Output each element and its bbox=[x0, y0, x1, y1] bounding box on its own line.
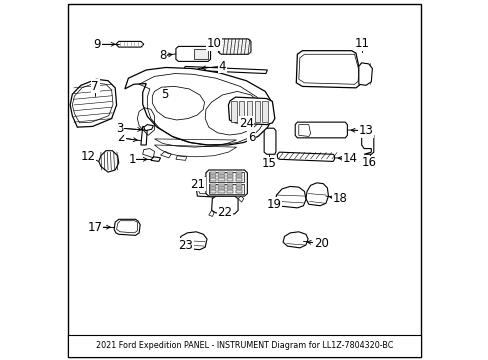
Text: 20: 20 bbox=[313, 237, 328, 250]
Bar bbox=[246, 101, 252, 122]
Polygon shape bbox=[296, 51, 361, 88]
Bar bbox=[209, 184, 216, 186]
Text: 4: 4 bbox=[218, 60, 225, 73]
Text: 2021 Ford Expedition PANEL - INSTRUMENT Diagram for LL1Z-7804320-BC: 2021 Ford Expedition PANEL - INSTRUMENT … bbox=[96, 341, 392, 350]
Bar bbox=[218, 190, 224, 193]
Ellipse shape bbox=[196, 54, 198, 57]
Polygon shape bbox=[116, 41, 143, 47]
Text: 17: 17 bbox=[87, 221, 102, 234]
Bar bbox=[209, 175, 216, 177]
Bar bbox=[209, 190, 216, 193]
Polygon shape bbox=[70, 79, 116, 127]
Bar bbox=[226, 184, 233, 186]
Polygon shape bbox=[244, 104, 255, 116]
Polygon shape bbox=[205, 170, 247, 196]
Bar bbox=[262, 101, 267, 122]
Polygon shape bbox=[228, 97, 274, 125]
Polygon shape bbox=[274, 186, 305, 208]
Bar bbox=[226, 172, 233, 174]
Text: 19: 19 bbox=[266, 198, 281, 211]
Text: 18: 18 bbox=[332, 192, 347, 205]
Text: 22: 22 bbox=[217, 206, 232, 219]
Bar bbox=[230, 101, 236, 122]
Polygon shape bbox=[238, 196, 244, 202]
Text: 8: 8 bbox=[159, 49, 166, 62]
Polygon shape bbox=[295, 122, 346, 138]
Bar bbox=[209, 178, 216, 181]
Polygon shape bbox=[179, 232, 206, 249]
Text: 24: 24 bbox=[238, 117, 253, 130]
Polygon shape bbox=[208, 210, 214, 216]
Polygon shape bbox=[283, 232, 307, 248]
Text: 5: 5 bbox=[161, 89, 168, 102]
Ellipse shape bbox=[200, 54, 203, 57]
Text: 13: 13 bbox=[358, 124, 373, 137]
Text: 1: 1 bbox=[128, 153, 136, 166]
Bar bbox=[194, 49, 207, 59]
Text: 12: 12 bbox=[81, 150, 95, 163]
Polygon shape bbox=[176, 46, 210, 62]
Bar bbox=[235, 178, 242, 181]
Text: 9: 9 bbox=[93, 38, 101, 51]
Polygon shape bbox=[114, 219, 140, 235]
Bar bbox=[208, 184, 244, 194]
Polygon shape bbox=[141, 126, 147, 145]
Text: 16: 16 bbox=[361, 156, 376, 169]
Text: 10: 10 bbox=[206, 37, 221, 50]
Polygon shape bbox=[143, 125, 153, 131]
Polygon shape bbox=[211, 196, 238, 214]
Bar bbox=[226, 187, 233, 189]
Text: 14: 14 bbox=[342, 152, 357, 165]
Polygon shape bbox=[183, 66, 267, 73]
Ellipse shape bbox=[181, 48, 193, 60]
Bar bbox=[218, 184, 224, 186]
Bar bbox=[218, 178, 224, 181]
Polygon shape bbox=[305, 183, 328, 206]
Text: 2: 2 bbox=[117, 131, 125, 144]
Polygon shape bbox=[358, 63, 372, 85]
Polygon shape bbox=[151, 157, 160, 161]
Bar bbox=[209, 187, 216, 189]
Polygon shape bbox=[196, 176, 227, 197]
Text: 11: 11 bbox=[354, 37, 369, 50]
Bar bbox=[208, 172, 244, 182]
Bar bbox=[254, 101, 260, 122]
Bar bbox=[235, 184, 242, 186]
Text: 21: 21 bbox=[190, 178, 205, 191]
Text: 3: 3 bbox=[116, 122, 123, 135]
Bar bbox=[209, 172, 216, 174]
Bar bbox=[235, 190, 242, 193]
Bar bbox=[238, 101, 244, 122]
Text: 7: 7 bbox=[91, 80, 99, 93]
Polygon shape bbox=[361, 133, 373, 154]
Text: 15: 15 bbox=[261, 157, 276, 170]
Bar bbox=[235, 187, 242, 189]
Bar bbox=[226, 178, 233, 181]
Bar bbox=[218, 187, 224, 189]
Bar bbox=[235, 172, 242, 174]
Polygon shape bbox=[277, 152, 334, 161]
Bar bbox=[226, 190, 233, 193]
Polygon shape bbox=[99, 151, 119, 172]
Bar bbox=[235, 175, 242, 177]
Polygon shape bbox=[124, 67, 272, 145]
Bar bbox=[67, 335, 421, 357]
Text: 6: 6 bbox=[247, 131, 255, 144]
Ellipse shape bbox=[203, 54, 206, 57]
Bar bbox=[218, 172, 224, 174]
Polygon shape bbox=[218, 39, 250, 54]
Polygon shape bbox=[264, 128, 275, 154]
Polygon shape bbox=[162, 68, 171, 84]
Bar bbox=[226, 175, 233, 177]
Text: 23: 23 bbox=[178, 239, 193, 252]
Bar bbox=[218, 175, 224, 177]
